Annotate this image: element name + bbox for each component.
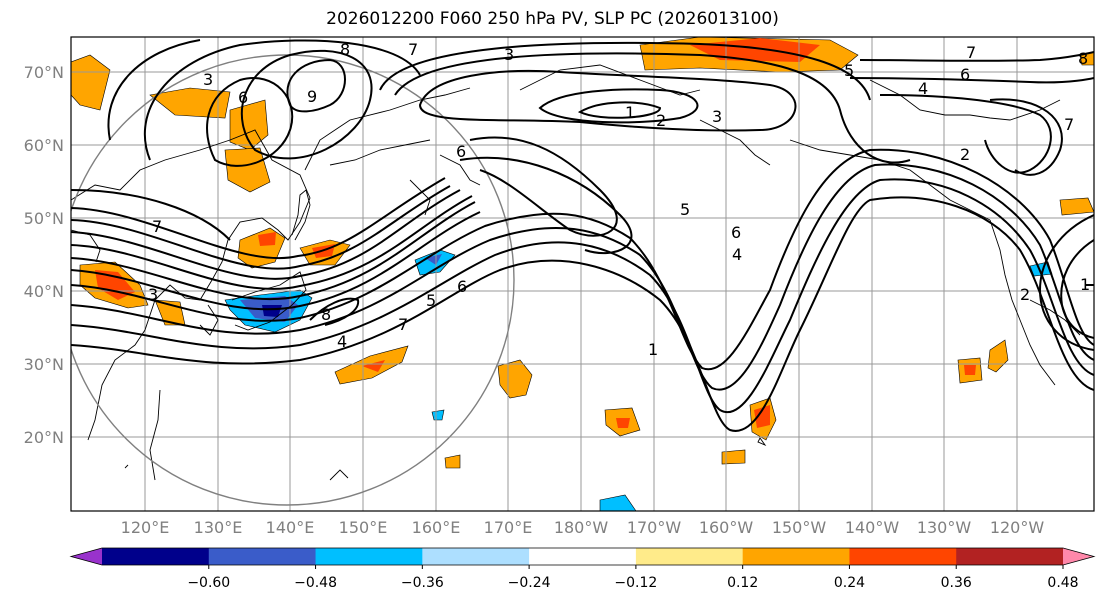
longitude-labels: 120°E 130°E 140°E 150°E 160°E 170°E 180°…: [121, 518, 1045, 537]
lon-label: 140°E: [266, 518, 315, 537]
colorbar-segment: [956, 548, 1064, 565]
colorbar-segment: [208, 548, 317, 565]
colorbar-extension-high: [1063, 548, 1094, 565]
contour-label: 2: [656, 111, 666, 130]
contour-label: 9: [307, 87, 317, 106]
colorbar-outline: [69, 547, 1096, 566]
colorbar-segment: [102, 548, 210, 565]
colorbar-tick-label: −0.48: [294, 575, 337, 591]
contour-label: 3: [712, 107, 722, 126]
colorbar-segment: [315, 548, 423, 565]
contour-label: 3: [148, 285, 158, 304]
lon-label: 170°W: [627, 518, 682, 537]
contour-label: 7: [152, 217, 162, 236]
lon-label: 160°E: [412, 518, 461, 537]
lon-label: 130°E: [194, 518, 243, 537]
lon-label: 150°E: [339, 518, 388, 537]
lat-label: 30°N: [24, 355, 64, 374]
colorbar-tick-label: 0.24: [834, 575, 865, 591]
contour-label: 1: [625, 103, 635, 122]
lat-label: 70°N: [24, 63, 64, 82]
map-title: 2026012200 F060 250 hPa PV, SLP PC (2026…: [326, 9, 779, 29]
contour-label: 7: [398, 315, 408, 334]
colorbar-tick-label: −0.12: [614, 575, 657, 591]
colorbar-tick-label: −0.60: [187, 575, 230, 591]
contour-label: 8: [321, 305, 331, 324]
contour-label: 6: [457, 277, 467, 296]
map-frame: [70, 36, 1095, 512]
contour-label: 1: [648, 340, 658, 359]
contour-label: 5: [844, 61, 854, 80]
lon-label: 140°W: [845, 518, 900, 537]
colorbar-segment: [529, 548, 637, 565]
lon-label: 170°E: [484, 518, 533, 537]
colorbar-segment: [635, 548, 744, 565]
pv-positive-fills: [71, 37, 1094, 469]
contour-label: 3: [504, 45, 514, 64]
colorbar-extension-low: [71, 548, 102, 565]
colorbar-tick-label: −0.36: [401, 575, 444, 591]
contour-label: 8: [340, 40, 350, 59]
lon-label: 160°W: [699, 518, 754, 537]
contour-label: 4: [337, 332, 347, 351]
lon-label: 180°W: [554, 518, 609, 537]
contour-label: 6: [960, 65, 970, 84]
lon-label: 120°W: [990, 518, 1045, 537]
colorbar-tick-label: 0.48: [1047, 575, 1078, 591]
contour-label: 1: [1080, 275, 1090, 294]
contour-label: 7: [1064, 115, 1074, 134]
colorbar-segment: [422, 548, 530, 565]
contour-label: 5: [680, 200, 690, 219]
lon-label: 150°W: [772, 518, 827, 537]
contour-label: 8: [1078, 49, 1088, 68]
contour-label: 6: [456, 142, 466, 161]
contour-label: 3: [203, 70, 213, 89]
lat-label: 50°N: [24, 209, 64, 228]
colorbar: −0.60 −0.48 −0.36 −0.24 −0.12 0.12 0.24 0.36 0.4…: [69, 547, 1096, 591]
latitude-labels: 70°N 60°N 50°N 40°N 30°N 20°N: [24, 63, 64, 447]
lat-label: 40°N: [24, 282, 64, 301]
contour-label: 2: [1020, 285, 1030, 304]
colorbar-segment: [849, 548, 957, 565]
contour-label: 6: [238, 88, 248, 107]
lat-label: 20°N: [24, 428, 64, 447]
contour-label: 4: [918, 79, 928, 98]
contour-labels: 3 8 7 9 6 3 6 1 2 3 5 4 6 7 3 8 7 6 5 4 …: [148, 40, 1090, 359]
lon-label: 130°W: [917, 518, 972, 537]
colorbar-segment: [742, 548, 850, 565]
colorbar-tick-label: −0.24: [508, 575, 551, 591]
colorbar-tick-label: 0.36: [941, 575, 972, 591]
contour-label: 6: [731, 223, 741, 242]
contour-label: 5: [426, 291, 436, 310]
colorbar-tick-label: 0.12: [727, 575, 758, 591]
contour-label: 7: [966, 43, 976, 62]
contour-label: 7: [408, 40, 418, 59]
lat-label: 60°N: [24, 136, 64, 155]
graticule: [71, 37, 1094, 511]
contour-label: 4: [732, 245, 742, 264]
slp-contours: [71, 39, 1094, 432]
lon-label: 120°E: [121, 518, 170, 537]
contour-label: 2: [960, 145, 970, 164]
